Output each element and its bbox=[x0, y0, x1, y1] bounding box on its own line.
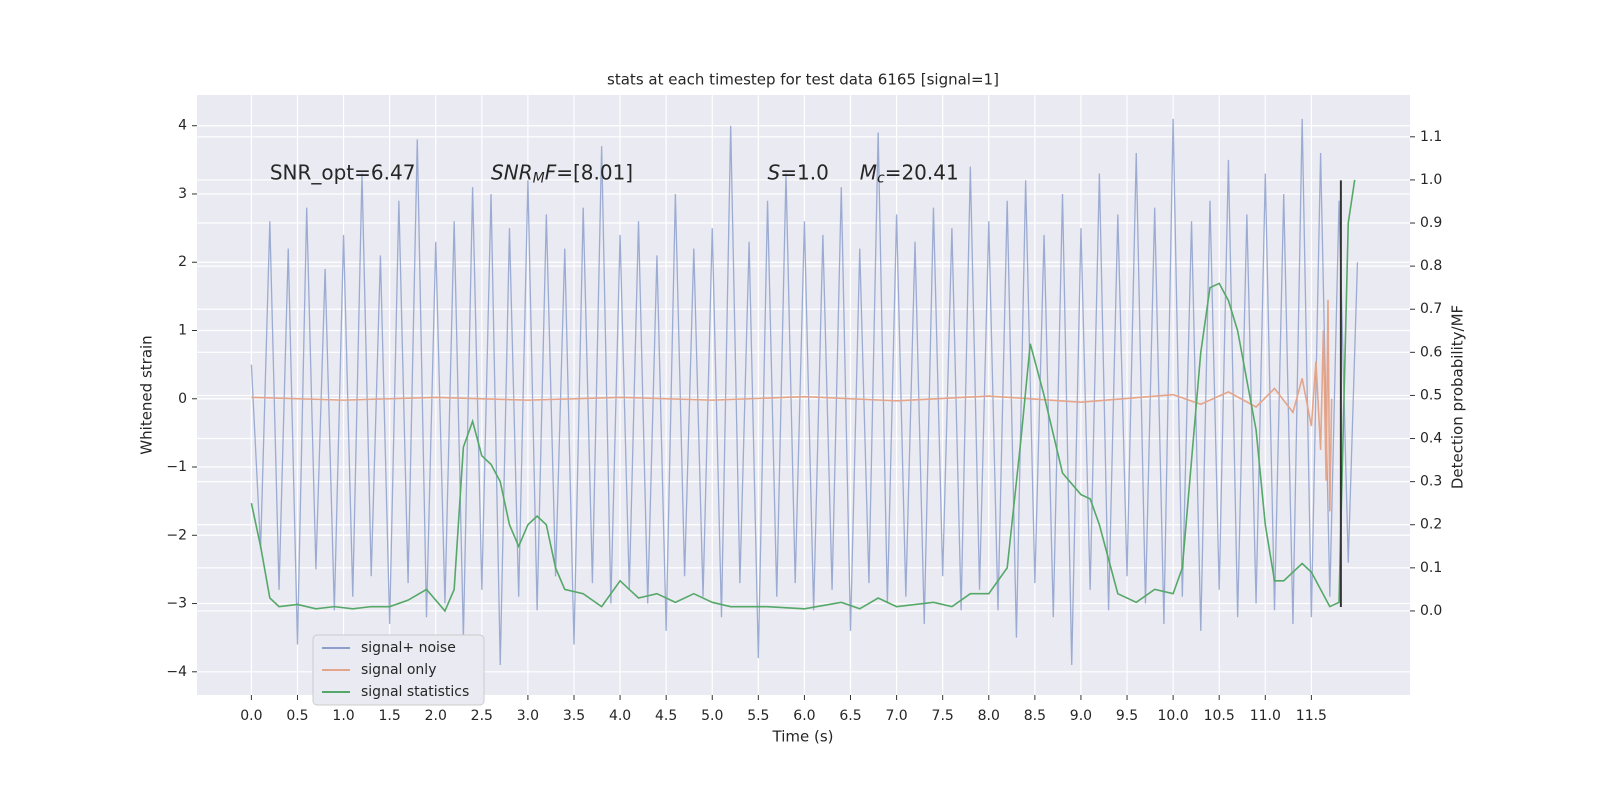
x-tick-label: 8.0 bbox=[978, 708, 1000, 724]
annotation: Mc=20.41 bbox=[860, 160, 959, 187]
x-tick-label: 9.0 bbox=[1070, 708, 1092, 724]
y-tick-label: −4 bbox=[166, 664, 187, 680]
annotation-part: F bbox=[545, 160, 557, 184]
y2-tick-label: 0.2 bbox=[1420, 517, 1442, 533]
y2-tick-label: 0.0 bbox=[1420, 603, 1442, 619]
y-tick-label: −2 bbox=[166, 527, 187, 543]
y2-tick-label: 0.3 bbox=[1420, 474, 1442, 490]
x-tick-label: 7.5 bbox=[932, 708, 954, 724]
y2-tick-label: 0.1 bbox=[1420, 560, 1442, 576]
y-tick-label: 3 bbox=[178, 186, 187, 202]
y2-tick-label: 1.0 bbox=[1420, 172, 1442, 188]
x-tick-label: 4.5 bbox=[655, 708, 677, 724]
legend-box bbox=[312, 634, 485, 706]
annotation: SNRMF=[8.01] bbox=[491, 160, 633, 187]
x-tick-label: 2.5 bbox=[471, 708, 493, 724]
x-tick-label: 6.0 bbox=[793, 708, 815, 724]
y-tick-label: −1 bbox=[166, 459, 187, 475]
x-tick-label: 2.0 bbox=[425, 708, 447, 724]
y-tick-label: 0 bbox=[178, 391, 187, 407]
y2-tick-label: 0.7 bbox=[1420, 301, 1442, 317]
y2-tick-label: 0.9 bbox=[1420, 215, 1442, 231]
y-tick-label: 1 bbox=[178, 322, 187, 338]
x-tick-label: 10.5 bbox=[1204, 708, 1235, 724]
y2-tick-label: 1.1 bbox=[1420, 129, 1442, 145]
chart-title: stats at each timestep for test data 616… bbox=[607, 71, 999, 89]
grid bbox=[197, 95, 1410, 695]
legend-label: signal only bbox=[361, 662, 436, 678]
x-tick-label: 11.0 bbox=[1250, 708, 1281, 724]
legend-label: signal statistics bbox=[361, 684, 469, 700]
plot bbox=[250, 118, 1359, 665]
x-tick-label: 1.0 bbox=[332, 708, 354, 724]
y-tick-label: −3 bbox=[166, 596, 187, 612]
annotation-part: =[8.01] bbox=[556, 160, 633, 184]
x-tick-label: 8.5 bbox=[1024, 708, 1046, 724]
y-axis-label: Whitened strain bbox=[138, 335, 156, 454]
annotation-part: SNR bbox=[491, 160, 533, 184]
y2-tick-label: 0.4 bbox=[1420, 431, 1442, 447]
x-tick-label: 6.5 bbox=[839, 708, 861, 724]
y2-tick-label: 0.6 bbox=[1420, 344, 1442, 360]
annotation: S=1.0 bbox=[768, 160, 829, 184]
x-tick-label: 10.0 bbox=[1158, 708, 1189, 724]
annotation-part: c bbox=[877, 170, 885, 186]
annotation-part: SNR_opt=6.47 bbox=[270, 160, 416, 184]
x-tick-label: 3.5 bbox=[563, 708, 585, 724]
x-tick-label: 5.5 bbox=[747, 708, 769, 724]
series-line bbox=[250, 179, 1356, 613]
x-tick-label: 4.0 bbox=[609, 708, 631, 724]
annotation-part: =1.0 bbox=[780, 160, 829, 184]
x-tick-label: 0.5 bbox=[286, 708, 308, 724]
x-axis-label: Time (s) bbox=[772, 728, 834, 746]
x-tick-label: 7.0 bbox=[885, 708, 907, 724]
y2-tick-label: 0.5 bbox=[1420, 387, 1442, 403]
annotation-part: M bbox=[533, 170, 545, 186]
x-tick-label: 11.5 bbox=[1296, 708, 1327, 724]
series-line bbox=[251, 299, 1333, 512]
y2-tick-label: 0.8 bbox=[1420, 258, 1442, 274]
y-tick-label: 4 bbox=[178, 118, 187, 134]
x-tick-label: 9.5 bbox=[1116, 708, 1138, 724]
annotation-part: S bbox=[768, 160, 781, 184]
annotation-part: M bbox=[860, 160, 877, 184]
annotation: SNR_opt=6.47 bbox=[270, 160, 416, 184]
legend-label: signal+ noise bbox=[361, 640, 456, 656]
y2-axis-label: Detection probability/MF bbox=[1449, 305, 1467, 489]
annotation-part: =20.41 bbox=[885, 160, 959, 184]
x-tick-label: 5.0 bbox=[701, 708, 723, 724]
x-tick-label: 3.0 bbox=[517, 708, 539, 724]
x-tick-label: 0.0 bbox=[240, 708, 262, 724]
x-tick-label: 1.5 bbox=[379, 708, 401, 724]
y-tick-label: 2 bbox=[178, 254, 187, 270]
series-line bbox=[250, 118, 1359, 665]
